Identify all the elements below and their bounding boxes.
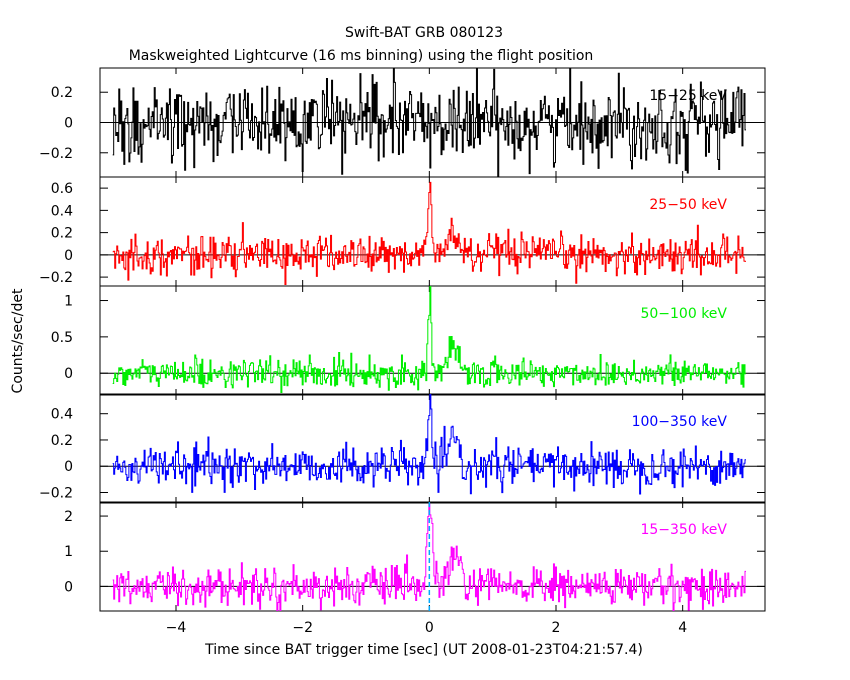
series-line — [112, 68, 746, 177]
x-axis-label: Time since BAT trigger time [sec] (UT 20… — [204, 642, 643, 658]
panel-1: −0.2 0 0.2 15−25 keV — [39, 67, 766, 178]
chart-title: Swift-BAT GRB 080123 — [345, 25, 503, 41]
panel-frame — [99, 501, 766, 612]
x-tick-label: 4 — [678, 620, 687, 636]
y-tick-label: 0.2 — [51, 85, 73, 101]
x-tick-label: 2 — [552, 620, 561, 636]
panel-3: 0 0.5 1 50−100 keV — [51, 285, 766, 396]
x-tick-label: 0 — [425, 620, 434, 636]
series-line — [112, 181, 746, 286]
y-tick-label: −0.2 — [39, 270, 73, 286]
y-tick-label: 0.6 — [51, 181, 73, 197]
panel-frame — [99, 393, 766, 504]
panel-frame — [99, 176, 766, 287]
panel-4: −0.2 0 0.2 0.4 100−350 keV — [39, 393, 766, 504]
y-tick-label: 0 — [64, 116, 73, 132]
panels-group: −0.2 0 0.2 15−25 keV −0.2 0 0.2 0.4 0.6 25−50 keV… — [39, 67, 766, 612]
series-line — [112, 286, 746, 393]
band-label: 15−350 keV — [640, 522, 727, 538]
y-tick-label: 0.4 — [51, 203, 73, 219]
panel-2: −0.2 0 0.2 0.4 0.6 25−50 keV — [39, 176, 766, 287]
y-tick-label: 1 — [64, 544, 73, 560]
x-tick-label: −4 — [166, 620, 187, 636]
band-label: 15−25 keV — [649, 88, 727, 104]
band-label: 100−350 keV — [632, 414, 728, 430]
x-axis: −4 −2 0 2 4 — [166, 620, 688, 636]
panel-frame — [99, 285, 766, 396]
y-tick-label: 0.2 — [51, 226, 73, 242]
y-axis-label: Counts/sec/det — [10, 288, 26, 393]
y-tick-label: −0.2 — [39, 485, 73, 501]
panel-5: 0 1 2 15−350 keV — [64, 501, 766, 612]
y-tick-label: 0 — [64, 248, 73, 264]
y-tick-label: 0 — [64, 459, 73, 475]
y-tick-label: 2 — [64, 509, 73, 525]
y-tick-label: 0 — [64, 366, 73, 382]
series-line — [112, 394, 746, 495]
band-label: 25−50 keV — [649, 197, 727, 213]
band-label: 50−100 keV — [640, 306, 727, 322]
chart-subtitle: Maskweighted Lightcurve (16 ms binning) … — [129, 48, 594, 64]
y-tick-label: 1 — [64, 294, 73, 310]
y-tick-label: 0.5 — [51, 330, 73, 346]
y-tick-label: −0.2 — [39, 146, 73, 162]
y-tick-label: 0.4 — [51, 407, 73, 423]
y-tick-label: 0 — [64, 579, 73, 595]
y-tick-label: 0.2 — [51, 433, 73, 449]
x-tick-label: −2 — [292, 620, 313, 636]
